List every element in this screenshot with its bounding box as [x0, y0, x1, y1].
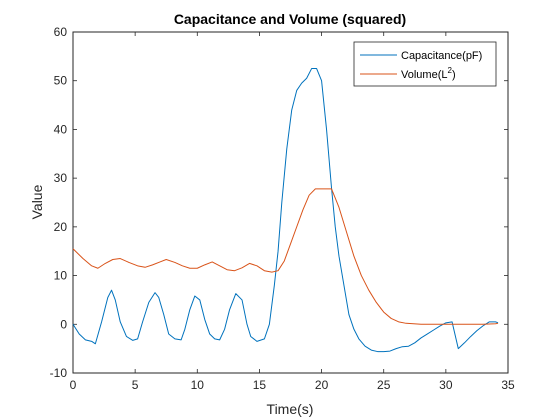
- y-tick-label: 50: [54, 74, 68, 88]
- legend-label-volume-close: ): [452, 69, 456, 81]
- y-axis-label: Value: [29, 184, 45, 219]
- legend-label-volume-sup: 2: [447, 66, 452, 75]
- x-tick-label: 25: [377, 378, 391, 392]
- x-tick-label: 10: [191, 378, 205, 392]
- y-tick-label: 30: [54, 171, 68, 185]
- x-tick-label: 30: [439, 378, 453, 392]
- legend: Capacitance(pF) Volume(L2): [353, 41, 497, 87]
- series-line-volume: [72, 188, 499, 325]
- series-layer: [72, 68, 499, 353]
- x-tick-label: 35: [501, 378, 515, 392]
- x-tick-label: 0: [70, 378, 77, 392]
- legend-label-volume-main: Volume(L: [401, 69, 447, 81]
- x-tick-label: 5: [132, 378, 139, 392]
- y-tick-label: 60: [54, 25, 68, 39]
- series-line-capacitance: [72, 68, 499, 353]
- y-tick-label: 10: [54, 269, 68, 283]
- x-tick-label: 15: [253, 378, 267, 392]
- axes-box: [72, 31, 509, 374]
- y-tick-label: -10: [50, 366, 68, 380]
- legend-box: [353, 41, 497, 87]
- x-tick-label: 20: [315, 378, 329, 392]
- chart-title: Capacitance and Volume (squared): [174, 11, 406, 27]
- y-tick-label: 20: [54, 220, 68, 234]
- legend-label-volume: Volume(L2): [401, 66, 456, 81]
- y-tick-label: 0: [60, 317, 67, 331]
- x-axis-label: Time(s): [267, 401, 314, 417]
- legend-label-capacitance: Capacitance(pF): [401, 50, 482, 62]
- y-tick-label: 40: [54, 122, 68, 136]
